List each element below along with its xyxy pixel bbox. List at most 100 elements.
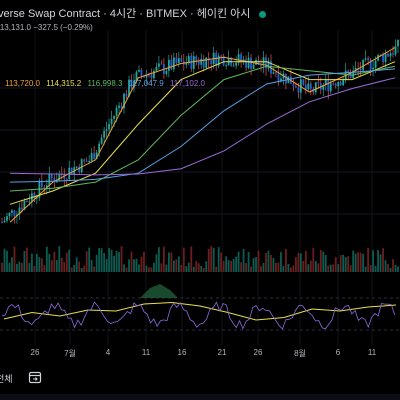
volume-bar [175,259,178,272]
volume-bar [65,252,68,272]
bottom-strip [0,394,400,400]
volume-bar [277,262,280,272]
candle-body [210,60,213,65]
candle-body [175,57,178,64]
candle-body [113,115,115,119]
volume-bar [192,266,195,272]
volume-bar [237,251,240,272]
candle-body [250,57,252,69]
volume-bar [133,259,135,272]
date-axis: 26 7월 4 11 16 21 26 8월 6 11 [0,348,400,360]
volume-bar [187,262,190,272]
volume-bar [118,252,120,272]
candle-body [80,159,83,173]
volume-bar [245,263,247,272]
bottom-toolbar: 전체 [0,362,400,392]
volume-bar [160,263,163,272]
candle-body [369,59,372,70]
volume-bar [78,261,81,272]
volume-bar [215,266,218,272]
volume-bar [242,248,245,272]
volume-bar [167,252,170,272]
candle-body [120,105,123,109]
volume-bar [230,260,233,272]
volume-bar [153,262,155,272]
ma-line-3 [9,65,396,192]
candle-body [40,180,43,187]
candle-body [217,55,220,66]
volume-bar [28,262,31,272]
candle-body [93,153,96,159]
volume-bar [387,264,389,272]
candle-body [252,64,255,69]
volume-bar [322,251,325,272]
volume-bar [23,250,26,272]
volume-bar [55,260,58,272]
candle-body [83,159,86,161]
volume-bar [172,260,175,272]
volume-bar [21,262,23,272]
candle-body [222,55,225,66]
calendar-range-icon[interactable] [28,370,42,384]
candle-body [332,83,335,85]
candle-body [309,83,312,89]
volume-bar [232,258,235,272]
candle-body [45,185,48,188]
candle-body [200,58,203,65]
volume-bar [11,257,13,272]
volume-bar [285,248,287,272]
candle-body [180,58,183,62]
candle-body [215,52,218,66]
candle-body [95,152,98,159]
volume-bar [309,260,312,272]
candle-body [299,79,302,93]
ma-value-4: 117,047.9 [128,79,164,88]
volume-bar [125,267,128,272]
volume-bar [217,247,220,272]
volume-bar [344,256,347,272]
volume-bar [319,250,322,272]
volume-bar [43,265,46,272]
date-label: 4 [105,348,111,357]
date-label: 6 [335,348,341,357]
chart-title: verse Swap Contract · 4시간 · BITMEX · 헤이킨… [0,8,251,20]
candle-body [140,69,143,76]
volume-bar [103,253,106,272]
volume-bar [98,248,101,272]
candle-body [245,59,247,68]
volume-bar [108,247,110,272]
timeframe-all-button[interactable]: 전체 [0,374,13,384]
volume-bar [68,249,71,272]
volume-bar [354,253,357,272]
candle-body [237,54,240,63]
volume-bar [128,259,130,272]
candle-body [18,207,21,215]
candle-body [160,63,163,65]
volume-bar [282,265,285,272]
candle-body [13,210,16,217]
volume-bar [110,249,113,272]
volume-bar [255,257,257,272]
volume-bar [88,247,91,272]
volume-bar [364,266,367,272]
volume-bar [339,255,342,272]
candle-body [143,75,145,78]
candle-body [267,60,270,69]
candle-body [327,79,330,92]
candle-body [78,166,81,173]
volume-bar [307,264,310,272]
volume-bar [38,257,41,272]
candle-body [364,58,367,60]
candle-body [110,118,113,125]
volume-bar [394,264,397,272]
candle-body [48,173,51,186]
candle-body [354,68,357,71]
candle-body [207,57,210,61]
candle-body [58,173,61,181]
candle-body [329,83,332,92]
candle-body [70,167,73,175]
volume-bar [155,254,158,272]
oscillator-signal [3,301,397,321]
volume-bar [177,256,180,272]
